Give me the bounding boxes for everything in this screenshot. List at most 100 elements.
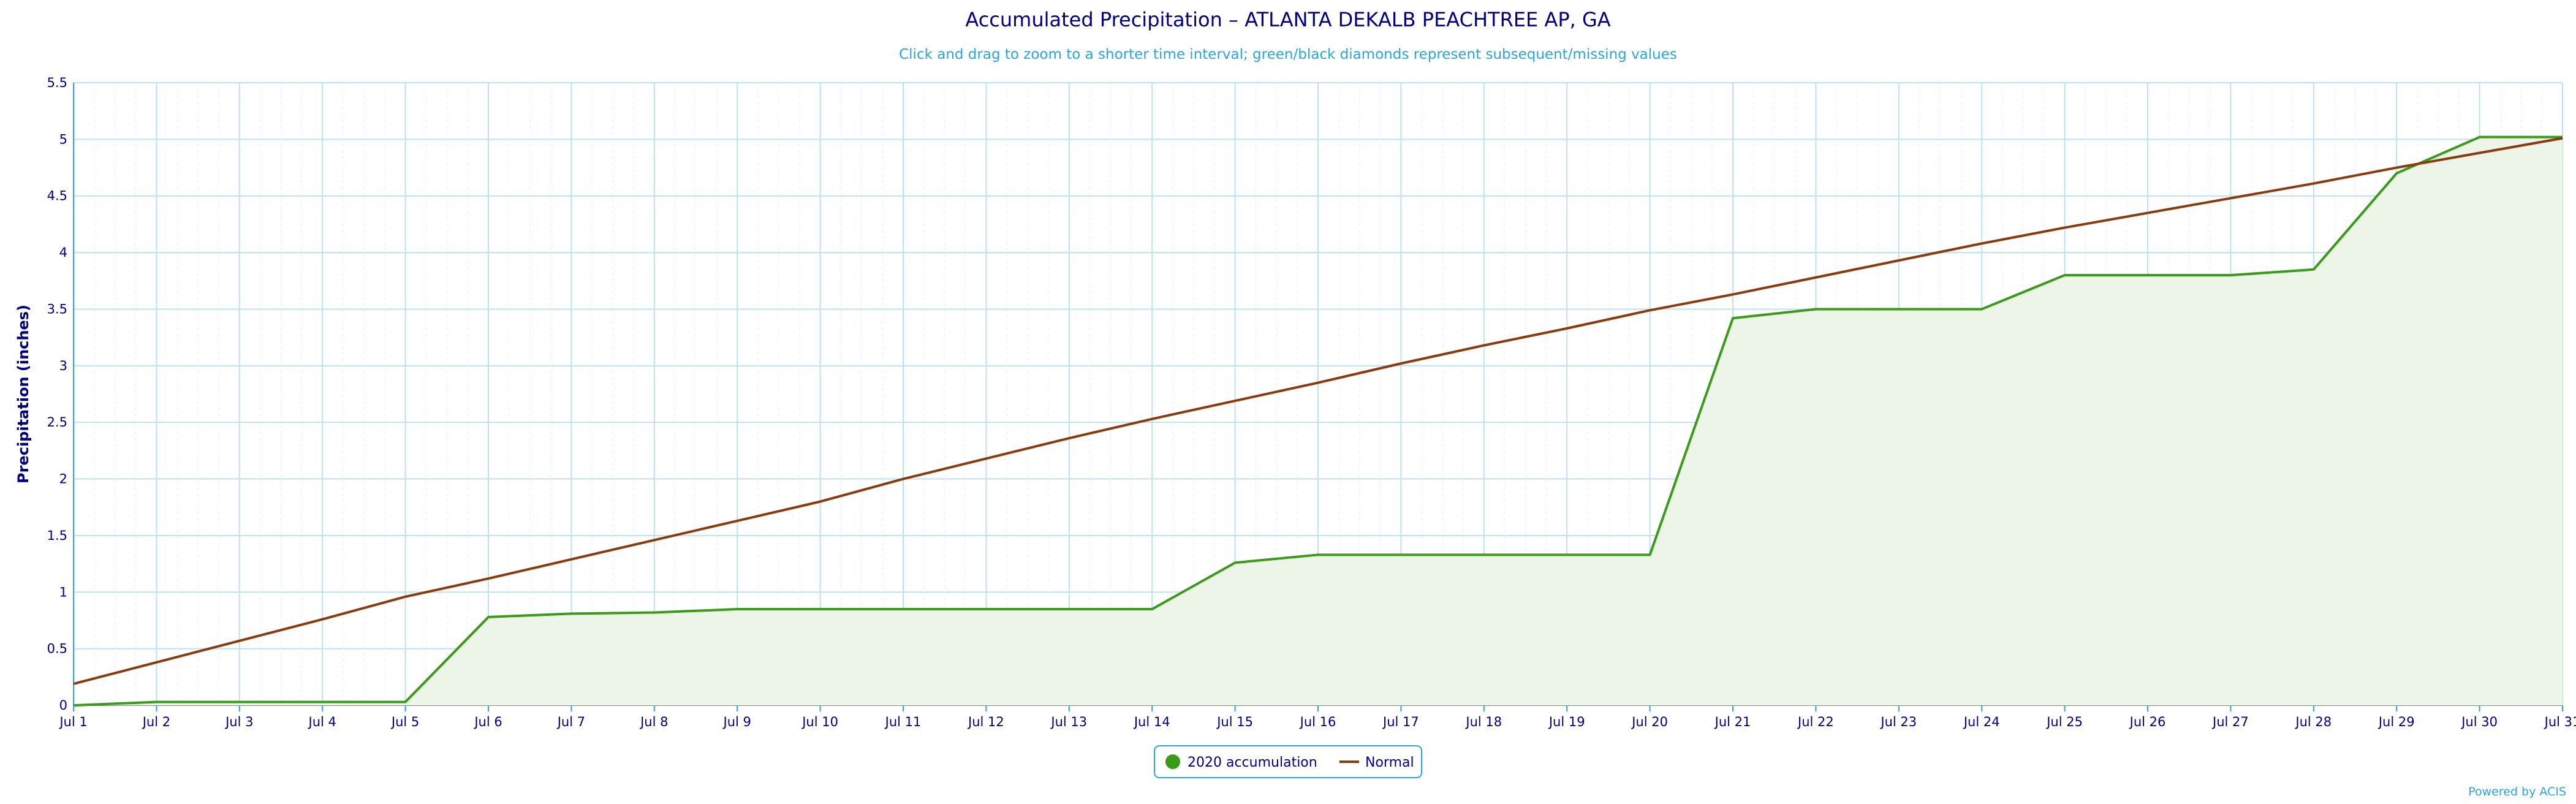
data-point-normal[interactable] bbox=[2312, 181, 2316, 185]
x-tick-label: Jul 25 bbox=[2045, 715, 2083, 729]
data-point-normal[interactable] bbox=[1648, 308, 1652, 312]
series-line-normal[interactable] bbox=[73, 137, 2563, 685]
data-point-normal[interactable] bbox=[2395, 166, 2398, 170]
data-point-normal[interactable] bbox=[901, 477, 905, 481]
data-point-accumulation[interactable] bbox=[2063, 273, 2067, 277]
chart-subtitle: Click and drag to zoom to a shorter time… bbox=[899, 47, 1677, 63]
x-tick-label: Jul 14 bbox=[1133, 715, 1170, 729]
data-point-normal[interactable] bbox=[72, 682, 75, 686]
x-tick-label: Jul 21 bbox=[1714, 715, 1751, 729]
y-tick-label: 1 bbox=[59, 585, 67, 599]
powered-by-credit[interactable]: Powered by ACIS bbox=[2468, 785, 2566, 798]
data-point-accumulation[interactable] bbox=[487, 615, 490, 619]
x-tick-label: Jul 20 bbox=[1631, 715, 1668, 729]
x-tick-label: Jul 29 bbox=[2377, 715, 2415, 729]
data-point-accumulation[interactable] bbox=[984, 607, 988, 611]
x-tick-label: Jul 15 bbox=[1216, 715, 1253, 729]
data-point-accumulation[interactable] bbox=[1897, 307, 1901, 311]
data-point-normal[interactable] bbox=[404, 595, 407, 599]
y-axis-ticks: 0 0.5 1 1.5 2 2.5 3 3.5 4 4.5 5 5.5 bbox=[47, 75, 67, 713]
y-tick-label: 4 bbox=[59, 245, 67, 260]
x-tick-label: Jul 28 bbox=[2294, 715, 2332, 729]
data-point-normal[interactable] bbox=[487, 577, 490, 580]
data-point-accumulation[interactable] bbox=[901, 607, 905, 611]
y-tick-label: 2.5 bbox=[47, 415, 67, 430]
data-point-accumulation[interactable] bbox=[1980, 307, 1983, 311]
data-point-accumulation[interactable] bbox=[819, 607, 822, 611]
x-tick-label: Jul 23 bbox=[1879, 715, 1917, 729]
x-axis-ticks: Jul 1 Jul 2 Jul 3 Jul 4 Jul 5 Jul 6 Jul 7 Jul 8… bbox=[58, 705, 2576, 729]
data-point-accumulation[interactable] bbox=[653, 611, 656, 615]
data-point-normal[interactable] bbox=[1399, 362, 1403, 365]
data-point-accumulation[interactable] bbox=[1731, 316, 1735, 320]
x-tick-label: Jul 4 bbox=[308, 715, 336, 729]
data-point-normal[interactable] bbox=[238, 639, 241, 643]
legend-accumulation-marker bbox=[1165, 754, 1180, 769]
data-point-normal[interactable] bbox=[1233, 399, 1237, 403]
y-tick-label: 3.5 bbox=[47, 302, 67, 316]
data-point-accumulation[interactable] bbox=[2229, 273, 2232, 277]
data-point-normal[interactable] bbox=[1067, 436, 1071, 440]
data-point-normal[interactable] bbox=[735, 519, 739, 523]
data-point-accumulation[interactable] bbox=[1648, 553, 1652, 556]
x-tick-label: Jul 26 bbox=[2129, 715, 2166, 729]
data-point-normal[interactable] bbox=[2063, 226, 2067, 229]
data-point-accumulation[interactable] bbox=[1814, 307, 1817, 311]
legend-item-accumulation[interactable]: 2020 accumulation bbox=[1165, 754, 1317, 770]
series-line-2020-accumulation[interactable] bbox=[73, 135, 2563, 707]
data-point-normal[interactable] bbox=[1897, 259, 1901, 262]
x-tick-label: Jul 7 bbox=[556, 715, 585, 729]
data-point-accumulation[interactable] bbox=[569, 612, 573, 615]
data-point-normal[interactable] bbox=[2478, 151, 2482, 155]
data-point-accumulation[interactable] bbox=[2478, 135, 2482, 139]
x-tick-label: Jul 1 bbox=[58, 715, 87, 729]
y-tick-label: 4.5 bbox=[47, 189, 67, 203]
data-point-normal[interactable] bbox=[2561, 137, 2564, 140]
data-point-normal[interactable] bbox=[2229, 196, 2232, 200]
data-point-normal[interactable] bbox=[569, 558, 573, 561]
data-point-accumulation[interactable] bbox=[2312, 268, 2316, 271]
y-tick-label: 2 bbox=[59, 472, 67, 487]
data-point-normal[interactable] bbox=[653, 538, 656, 542]
data-point-normal[interactable] bbox=[1980, 241, 1983, 245]
x-tick-label: Jul 11 bbox=[884, 715, 922, 729]
data-point-accumulation[interactable] bbox=[2395, 172, 2398, 175]
data-point-accumulation[interactable] bbox=[238, 700, 241, 704]
x-tick-label: Jul 9 bbox=[722, 715, 751, 729]
data-point-accumulation[interactable] bbox=[320, 700, 324, 704]
data-point-normal[interactable] bbox=[320, 618, 324, 621]
data-point-normal[interactable] bbox=[1482, 344, 1486, 347]
data-point-normal[interactable] bbox=[1150, 417, 1154, 421]
data-point-accumulation[interactable] bbox=[1565, 553, 1569, 556]
x-tick-label: Jul 12 bbox=[967, 715, 1004, 729]
data-point-accumulation[interactable] bbox=[404, 700, 407, 704]
data-point-normal[interactable] bbox=[2146, 211, 2150, 214]
x-tick-label: Jul 5 bbox=[390, 715, 419, 729]
data-point-normal[interactable] bbox=[1565, 327, 1569, 330]
data-point-accumulation[interactable] bbox=[154, 700, 158, 704]
data-point-accumulation[interactable] bbox=[1399, 553, 1403, 556]
data-point-accumulation[interactable] bbox=[1150, 607, 1154, 611]
data-point-normal[interactable] bbox=[1814, 276, 1817, 279]
legend-item-normal[interactable]: Normal bbox=[1339, 755, 1414, 770]
x-tick-label: Jul 6 bbox=[473, 715, 502, 729]
legend: 2020 accumulation Normal bbox=[1154, 745, 1422, 778]
data-point-accumulation[interactable] bbox=[2146, 273, 2150, 277]
data-point-normal[interactable] bbox=[819, 499, 822, 503]
legend-box bbox=[1154, 745, 1422, 778]
x-tick-label: Jul 2 bbox=[142, 715, 170, 729]
data-point-normal[interactable] bbox=[154, 661, 158, 664]
data-point-accumulation[interactable] bbox=[1482, 553, 1486, 556]
data-point-normal[interactable] bbox=[1316, 381, 1320, 385]
x-tick-label: Jul 17 bbox=[1382, 715, 1419, 729]
y-tick-label: 0.5 bbox=[47, 642, 67, 656]
data-point-accumulation[interactable] bbox=[1233, 561, 1237, 564]
y-axis-title: Precipitation (inches) bbox=[15, 305, 32, 484]
y-tick-label: 5.5 bbox=[47, 75, 67, 90]
data-point-accumulation[interactable] bbox=[1067, 607, 1071, 611]
data-point-accumulation[interactable] bbox=[735, 607, 739, 611]
data-point-normal[interactable] bbox=[1731, 292, 1735, 296]
data-point-accumulation[interactable] bbox=[1316, 553, 1320, 556]
data-point-normal[interactable] bbox=[984, 457, 988, 460]
